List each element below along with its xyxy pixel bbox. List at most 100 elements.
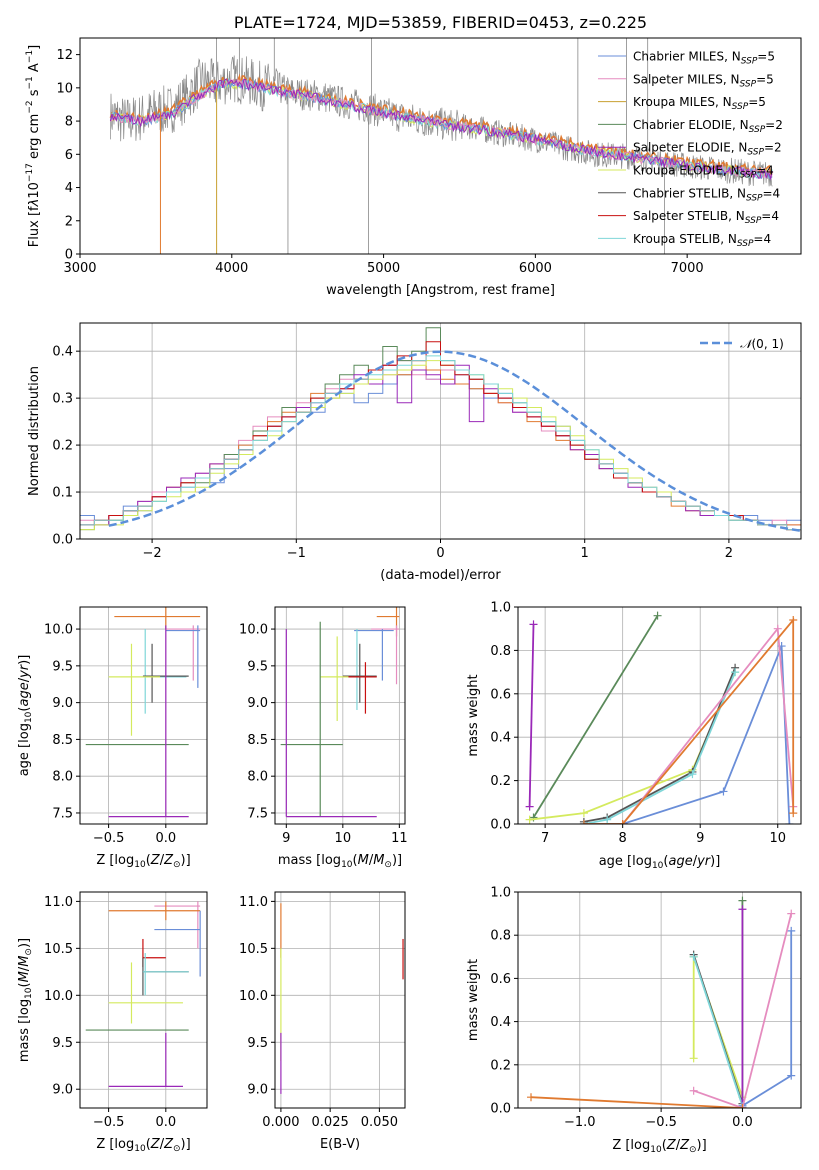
weight-line — [583, 671, 736, 824]
weight_vs_Z-xtick-label: −0.5 — [645, 1115, 677, 1130]
age_vs_Z-xtick-label: 0.0 — [155, 831, 176, 846]
spectrum-legend: Chabrier MILES, NSSP=5 Salpeter MILES, NS… — [598, 50, 783, 249]
mass_vs_EBV-ytick-label: 10.0 — [239, 989, 268, 1004]
mass_vs_Z-ytick-label: 9.5 — [52, 1036, 73, 1051]
weight-marker — [738, 1104, 747, 1108]
mass_vs_EBV-plot — [280, 903, 404, 1094]
weight_vs_age-ytick-label: 0.6 — [490, 687, 511, 702]
weight-marker — [738, 896, 747, 905]
weight-line — [692, 956, 744, 1107]
weight-marker — [789, 809, 798, 818]
residuals-ytick-label: 0.3 — [52, 392, 73, 407]
mass_vs_Z-ytick-label: 11.0 — [44, 895, 73, 910]
weight-marker — [785, 820, 794, 824]
weight-marker — [529, 620, 538, 629]
age_vs_mass-ytick-label: 8.0 — [247, 770, 268, 785]
spectrum-xlabel: wavelength [Angstrom, rest frame] — [326, 283, 555, 298]
legend-label: Salpeter MILES, NSSP=5 — [633, 72, 774, 89]
mass_vs_EBV-xtick-label: 0.025 — [312, 1115, 349, 1130]
spectrum-plot — [109, 38, 773, 254]
age_vs_mass-ytick-label: 9.5 — [247, 659, 268, 674]
weight_vs_age-xtick-label: 8 — [619, 831, 627, 846]
mass_vs_EBV-xtick-label: 0.000 — [262, 1115, 299, 1130]
weight-marker — [579, 820, 588, 824]
mass_vs_Z-ytick-label: 9.0 — [52, 1083, 73, 1098]
weight-line — [530, 1096, 743, 1108]
weight_vs_age-ytick-label: 0.8 — [490, 644, 511, 659]
weight_vs_age-xtick-label: 9 — [696, 831, 704, 846]
mass_vs_Z-xtick-label: 0.0 — [155, 1115, 176, 1130]
spectrum-axes: 3000 4000 5000 6000 7000 0 2 4 6 8 10 12 — [56, 48, 703, 276]
age_vs_mass-xtick-label: 10 — [335, 831, 352, 846]
residuals-xlabel: (data-model)/error — [380, 568, 501, 583]
weight_vs_Z-frame — [517, 891, 802, 1109]
spectrum-xtick-label: 7000 — [671, 261, 704, 276]
mass_vs_EBV-xlabel: E(B-V) — [320, 1137, 360, 1152]
age_vs_Z-ylabel: age [log10(age/yr)] — [17, 655, 34, 777]
legend-gaussian-label: 𝒩(0, 1) — [740, 337, 784, 351]
age_vs_mass-ytick-label: 10.0 — [239, 623, 268, 638]
weight_vs_age-ytick-label: 0.0 — [490, 818, 511, 833]
weight-line — [583, 645, 791, 824]
legend-label: Kroupa MILES, NSSP=5 — [633, 95, 766, 112]
mass_vs_Z-frame — [79, 891, 208, 1109]
age_vs_Z-xlabel: Z [log10(Z/Z⊙)] — [96, 853, 190, 870]
weight_vs_Z-ytick-label: 1.0 — [490, 886, 511, 901]
spectrum-ytick-label: 4 — [65, 181, 73, 196]
weight_vs_age-plot — [525, 611, 798, 824]
weight-marker — [579, 809, 588, 818]
weight-marker — [618, 820, 627, 824]
age_vs_Z-ytick-label: 8.5 — [52, 733, 73, 748]
weight-marker — [719, 787, 728, 796]
age_vs_mass-ytick-label: 9.0 — [247, 696, 268, 711]
weight-marker — [787, 909, 796, 918]
weight_vs_Z-xtick-label: 0.0 — [732, 1115, 753, 1130]
residuals-ytick-label: 0.1 — [52, 486, 73, 501]
chart-title: PLATE=1724, MJD=53859, FIBERID=0453, z=0… — [234, 13, 647, 32]
weight_vs_age-ylabel: mass weight — [466, 674, 481, 756]
model-spectrum — [109, 78, 773, 181]
model-spectrum — [110, 77, 773, 181]
residuals-xtick-label: −1 — [287, 546, 306, 561]
spectrum-xtick-label: 5000 — [367, 261, 400, 276]
weight_vs_Z-ylabel: mass weight — [466, 959, 481, 1041]
weight_vs_Z-ytick-label: 0.0 — [490, 1102, 511, 1117]
weight_vs_age-xlabel: age [log10(age/yr)] — [599, 854, 721, 871]
age_vs_Z-xtick-label: −0.5 — [93, 831, 125, 846]
weight_vs_Z-plot — [527, 896, 796, 1108]
age_vs_Z-axes: −0.5 0.0 7.5 8.0 8.5 9.0 9.5 10.0 — [44, 607, 207, 846]
mass_vs_Z-ytick-label: 10.5 — [44, 942, 73, 957]
weight-line — [532, 615, 659, 818]
age_vs_Z-frame — [79, 606, 208, 825]
weight-marker — [525, 815, 534, 824]
weight-line — [693, 913, 793, 1108]
weight_vs_Z-axes: −1.0 −0.5 0.0 0.0 0.2 0.4 0.6 0.8 1.0 — [490, 886, 801, 1130]
age_vs_Z-ytick-label: 8.0 — [52, 770, 73, 785]
mass_vs_Z-xtick-label: −0.5 — [93, 1115, 125, 1130]
weight-line — [583, 617, 795, 824]
weight-marker — [787, 1071, 796, 1080]
age_vs_mass-xtick-label: 11 — [391, 831, 408, 846]
weight_vs_age-ytick-label: 0.4 — [490, 731, 511, 746]
residuals-xtick-label: 1 — [581, 546, 589, 561]
age_vs_Z-ytick-label: 9.0 — [52, 696, 73, 711]
spectrum-xtick-label: 4000 — [215, 261, 248, 276]
spectrum-ytick-label: 8 — [65, 115, 73, 130]
age_vs_Z-ytick-label: 10.0 — [44, 623, 73, 638]
weight-line — [528, 624, 535, 807]
legend-label: Salpeter STELIB, NSSP=4 — [633, 209, 779, 226]
weight-marker — [787, 926, 796, 935]
residuals-xtick-label: −2 — [143, 546, 162, 561]
residuals-xtick-label: 2 — [725, 546, 733, 561]
weight-marker — [603, 815, 612, 824]
weight_vs_Z-ytick-label: 0.2 — [490, 1058, 511, 1073]
weight-marker — [731, 668, 740, 677]
weight_vs_Z-xtick-label: −1.0 — [564, 1115, 596, 1130]
spectrum-ytick-label: 0 — [65, 248, 73, 263]
weight-marker — [789, 616, 798, 625]
model-spectrum — [109, 78, 773, 180]
legend-label: Salpeter ELODIE, NSSP=2 — [633, 141, 782, 158]
mass_vs_EBV-axes: 0.000 0.025 0.050 9.0 9.5 10.0 10.5 11.0 — [239, 892, 405, 1130]
age_vs_mass-xlabel: mass [log10(M/M⊙)] — [278, 853, 402, 870]
